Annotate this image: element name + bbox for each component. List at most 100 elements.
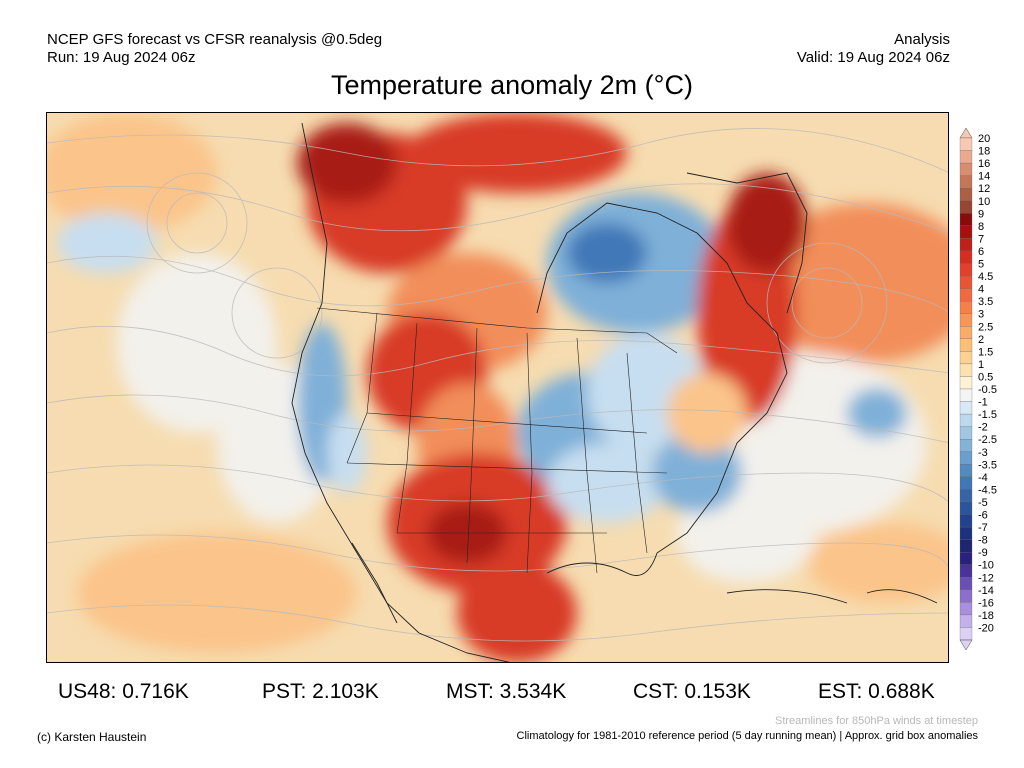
legend-tick-label: -14 (978, 585, 994, 597)
legend-tick-label: 16 (978, 158, 990, 170)
legend-tick-label: 5 (978, 259, 984, 271)
legend-swatch (959, 476, 973, 490)
legend-tick-label: 1 (978, 359, 984, 371)
legend-tick-label: -2.5 (978, 434, 997, 446)
legend-tick-label: -7 (978, 522, 988, 534)
legend-bottom-arrow (959, 639, 973, 651)
color-legend: 201816141210987654.543.532.521.510.5-0.5… (959, 127, 997, 651)
legend-swatch (959, 551, 973, 565)
legend-tick-label: 14 (978, 171, 990, 183)
legend-tick-label: -5 (978, 497, 988, 509)
legend-swatch (959, 351, 973, 365)
streamline-note: Streamlines for 850hPa winds at timestep (775, 715, 978, 727)
stat-pst: PST: 2.103K (262, 680, 379, 703)
legend-tick-label: 0.5 (978, 371, 993, 383)
legend-swatch (959, 250, 973, 264)
anomaly-map (46, 112, 949, 663)
legend-swatch (959, 188, 973, 201)
legend-tick-label: -1.5 (978, 409, 997, 421)
legend-tick-label: -20 (978, 622, 994, 634)
legend-swatch (959, 501, 973, 515)
legend-swatch (959, 326, 973, 339)
anomaly-field (47, 113, 948, 662)
legend-tick-label: 10 (978, 196, 990, 208)
legend-tick-label: 7 (978, 233, 984, 245)
legend-swatch (959, 564, 973, 578)
legend-swatch (959, 539, 973, 553)
legend-tick-label: 18 (978, 146, 990, 158)
legend-swatch (959, 225, 973, 239)
legend-swatch (959, 439, 973, 452)
stat-est: EST: 0.688K (818, 680, 935, 703)
legend-swatch (959, 388, 973, 402)
climatology-footer: Climatology for 1981-2010 reference peri… (516, 730, 978, 742)
legend-tick-label: -6 (978, 510, 988, 522)
political-borders (316, 307, 678, 574)
anomaly-map-canvas (47, 113, 948, 662)
legend-swatch (959, 376, 973, 390)
analysis-label: Analysis (894, 31, 950, 48)
legend-swatch (959, 275, 973, 289)
stat-us48: US48: 0.716K (58, 680, 189, 703)
legend-swatch (959, 401, 973, 415)
legend-swatch (959, 577, 973, 590)
legend-swatch (959, 175, 973, 189)
legend-tick-label: -12 (978, 572, 994, 584)
legend-swatch (959, 451, 973, 465)
legend-tick-label: -8 (978, 535, 988, 547)
legend-swatch (959, 363, 973, 377)
legend-tick-label: 4 (978, 284, 984, 296)
legend-tick-label: 2.5 (978, 321, 993, 333)
stat-mst: MST: 3.534K (446, 680, 567, 703)
legend-tick-label: -3.5 (978, 459, 997, 471)
legend-tick-label: 6 (978, 246, 984, 258)
legend-tick-label: 4.5 (978, 271, 993, 283)
legend-swatch (959, 150, 973, 164)
credit-text: (c) Karsten Haustein (37, 730, 147, 744)
legend-swatch (959, 338, 973, 352)
coastlines (291, 122, 938, 662)
legend-tick-label: -4 (978, 472, 988, 484)
legend-swatch (959, 589, 973, 603)
legend-swatch (959, 426, 973, 440)
run-time: Run: 19 Aug 2024 06z (47, 49, 196, 66)
legend-swatch (959, 162, 973, 176)
legend-swatch (959, 627, 973, 641)
legend-top-arrow (959, 127, 973, 139)
legend-swatch (959, 200, 973, 214)
legend-tick-label: -1 (978, 397, 988, 409)
legend-swatch (959, 288, 973, 302)
legend-swatch (959, 602, 973, 616)
legend-tick-label: 9 (978, 208, 984, 220)
legend-swatch (959, 614, 973, 628)
legend-tick-label: -3 (978, 447, 988, 459)
legend-swatch (959, 238, 973, 252)
legend-swatch (959, 313, 973, 327)
legend-swatch (959, 137, 973, 151)
legend-tick-label: 3 (978, 309, 984, 321)
model-description: NCEP GFS forecast vs CFSR reanalysis @0.… (47, 31, 383, 48)
legend-swatch (959, 413, 973, 427)
legend-tick-label: 1.5 (978, 346, 993, 358)
valid-time: Valid: 19 Aug 2024 06z (796, 49, 950, 66)
legend-tick-label: -0.5 (978, 384, 997, 396)
legend-swatch (959, 263, 973, 277)
legend-tick-label: -2 (978, 422, 988, 434)
legend-tick-label: 3.5 (978, 296, 993, 308)
legend-tick-label: -16 (978, 597, 994, 609)
legend-swatch (959, 213, 973, 227)
legend-tick-label: -9 (978, 547, 988, 559)
legend-tick-label: 20 (978, 133, 990, 145)
legend-swatch (959, 464, 973, 477)
legend-swatch (959, 489, 973, 503)
legend-tick-label: -10 (978, 560, 994, 572)
stat-cst: CST: 0.153K (633, 680, 751, 703)
legend-tick-label: -4.5 (978, 484, 997, 496)
legend-tick-label: 8 (978, 221, 984, 233)
legend-swatch (959, 300, 973, 314)
map-title: Temperature anomaly 2m (°C) (331, 70, 693, 100)
legend-swatch (959, 526, 973, 540)
legend-tick-label: -18 (978, 610, 994, 622)
legend-tick-label: 2 (978, 334, 984, 346)
legend-swatch (959, 514, 973, 528)
